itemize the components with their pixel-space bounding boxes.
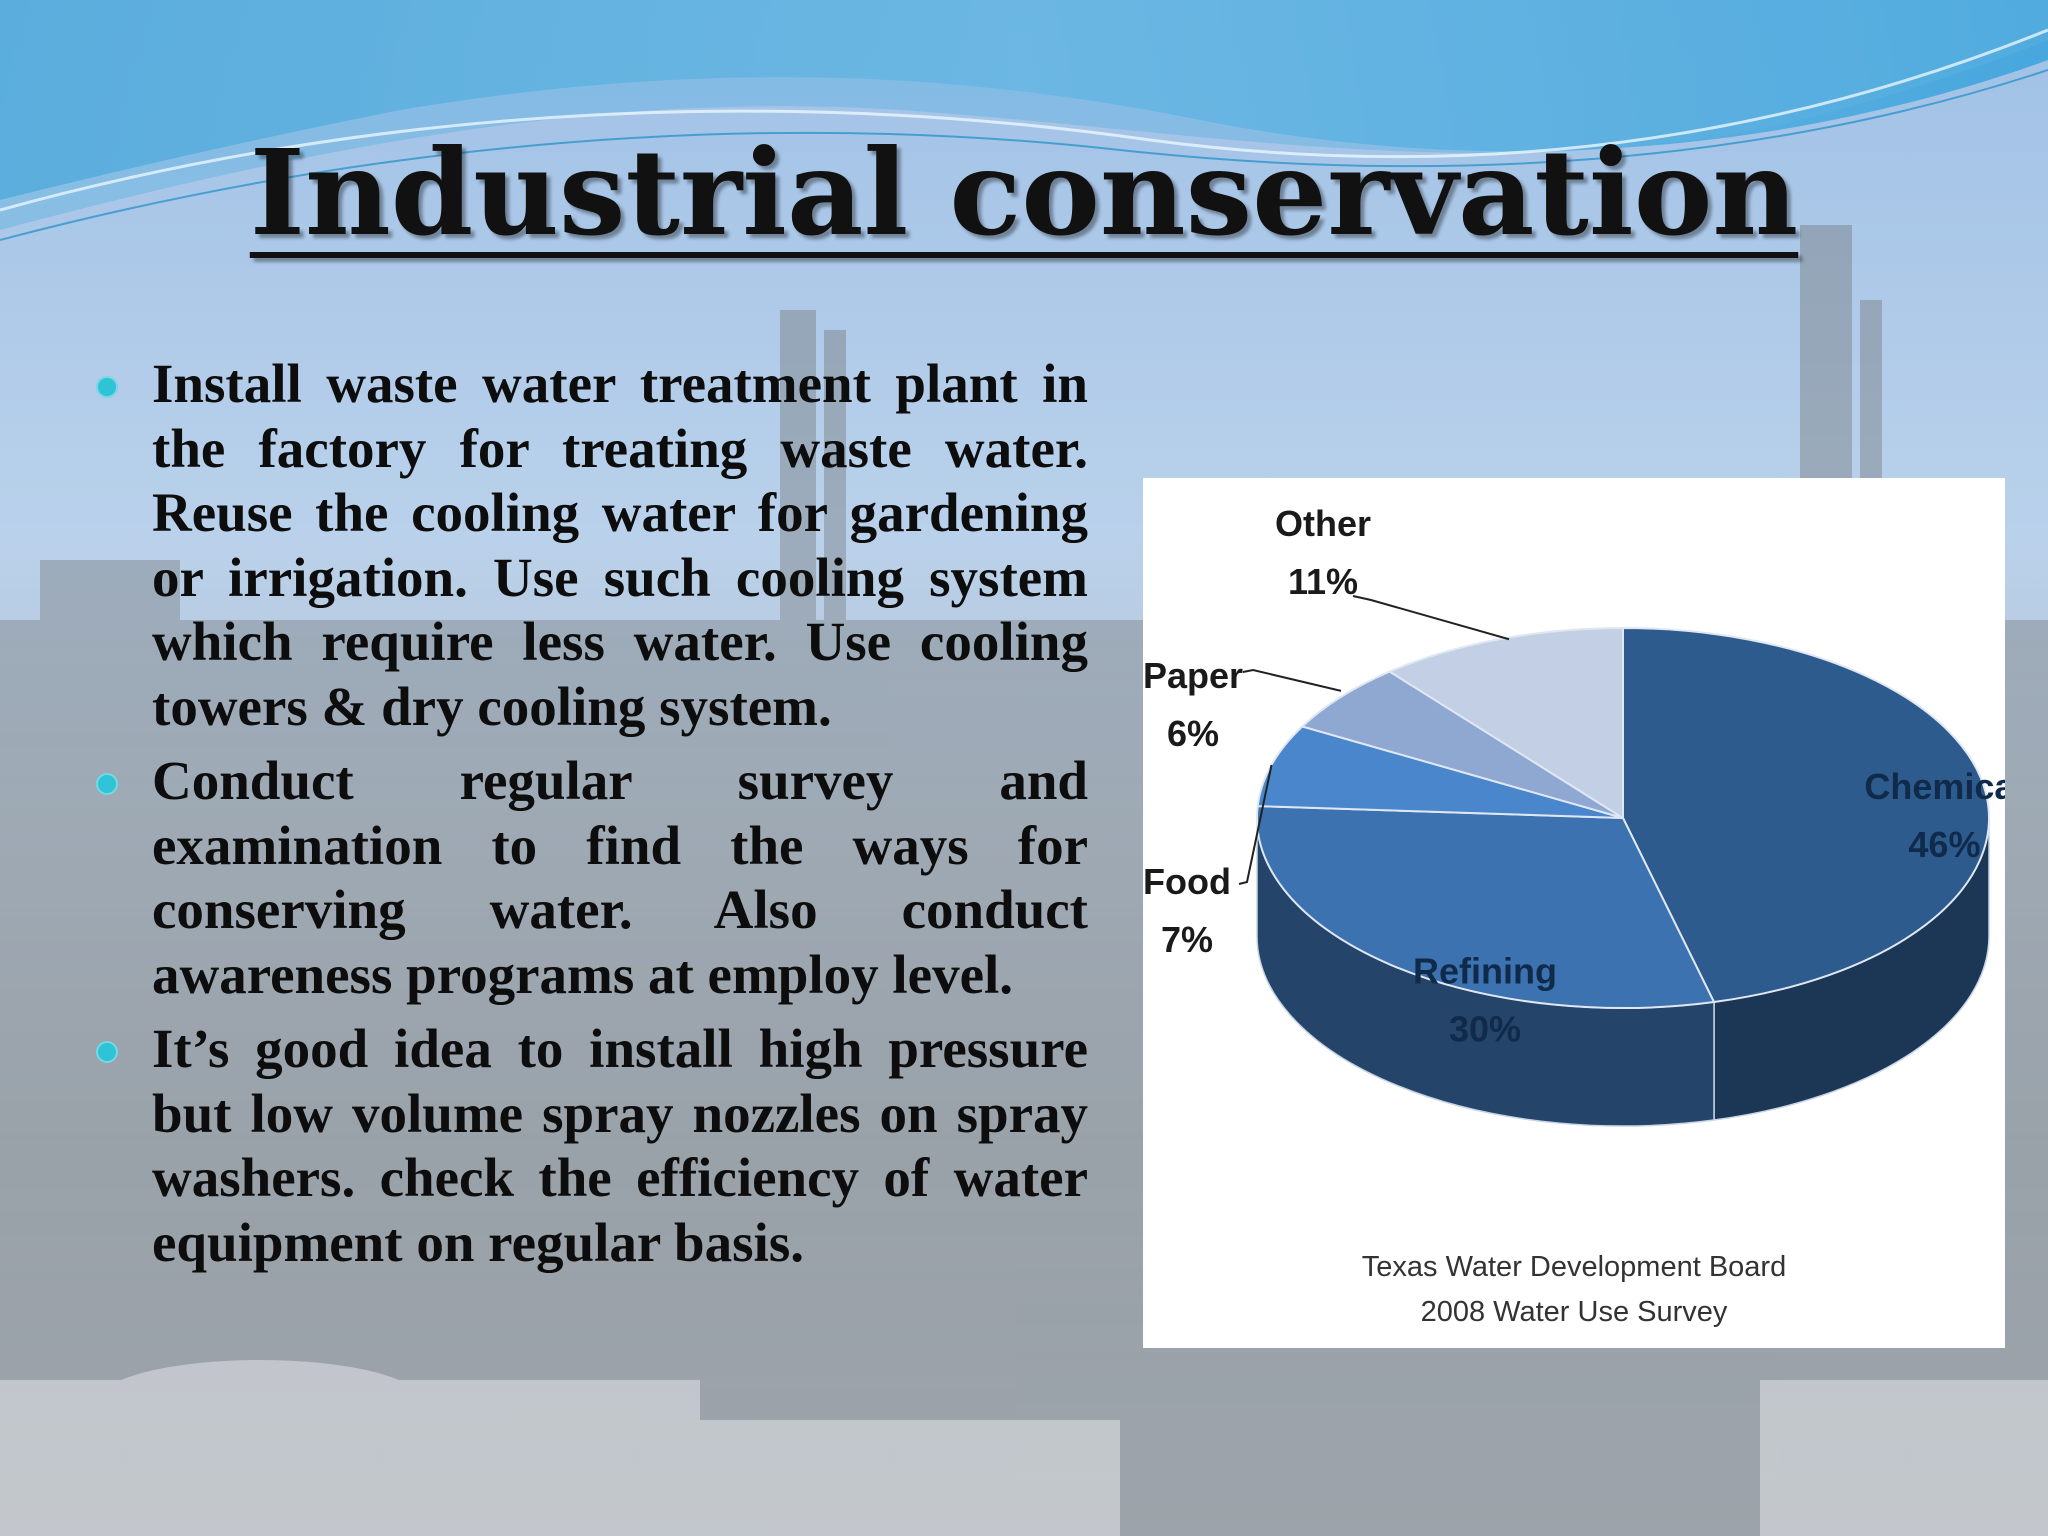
chart-source-line-1: Texas Water Development Board (1362, 1251, 1786, 1283)
pie-slice-chemical (1622, 626, 1990, 1004)
slice-label-food: Food (1143, 861, 1231, 902)
slice-percent-other: 11% (1288, 561, 1358, 602)
leader-line-other (1352, 595, 1510, 641)
slice-percent-food: 7% (1161, 919, 1213, 960)
leader-line-paper (1242, 668, 1342, 692)
bullet-text: Install waste water treatment plant in t… (152, 353, 1088, 737)
slice-label-other: Other (1275, 503, 1371, 544)
pie-slice-paper (1300, 670, 1624, 819)
bullet-marker-icon (96, 773, 118, 795)
pie-leader-lines (1238, 595, 1510, 885)
slide-title-text: Industrial conservation (249, 123, 1799, 262)
bullet-item: Install waste water treatment plant in t… (96, 352, 1088, 739)
leader-line-food (1238, 764, 1273, 885)
pie-chart-panel: Chemical 46% Refining 30% Food 7% Paper 6% Other… (1143, 478, 2005, 1348)
slide-title: Industrial conservation (0, 128, 2048, 258)
pie-slice-food (1256, 725, 1624, 819)
slice-label-refining: Refining (1413, 950, 1557, 991)
slice-percent-refining: 30% (1449, 1008, 1521, 1049)
pie-chart: Chemical 46% Refining 30% Food 7% Paper 6% Other… (1143, 503, 2005, 1328)
bullet-item: Conduct regular survey and examination t… (96, 749, 1088, 1007)
pie-slices (1256, 626, 1990, 1009)
slice-label-paper: Paper (1143, 655, 1243, 696)
slice-percent-chemical: 46% (1908, 824, 1980, 865)
pie-slice-other (1387, 626, 1624, 820)
pie-labels: Chemical 46% Refining 30% Food 7% Paper 6% Other… (1143, 503, 2005, 1049)
slice-label-chemical: Chemical (1864, 766, 2005, 807)
slice-percent-paper: 6% (1167, 713, 1219, 754)
bullet-list: Install waste water treatment plant in t… (96, 352, 1088, 1285)
chart-source-line-2: 2008 Water Use Survey (1421, 1296, 1728, 1328)
bullet-text: Conduct regular survey and examination t… (152, 750, 1088, 1005)
bullet-marker-icon (96, 1041, 118, 1063)
bullet-marker-icon (96, 376, 118, 398)
bullet-item: It’s good idea to install high pressure … (96, 1017, 1088, 1275)
pie-slice-refining (1256, 805, 1716, 1009)
bullet-text: It’s good idea to install high pressure … (152, 1018, 1088, 1273)
